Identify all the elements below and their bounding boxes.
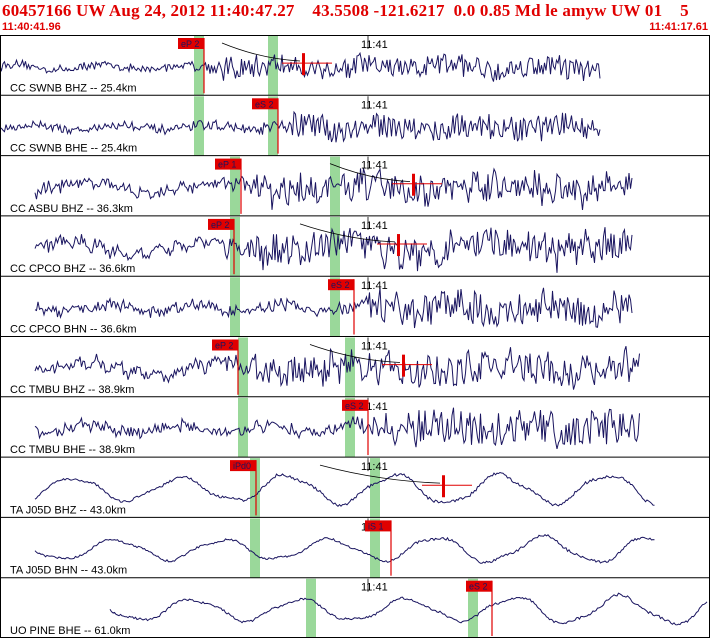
pick-label: eP 2 — [215, 341, 233, 351]
waveform — [109, 592, 708, 626]
analysis-window — [306, 578, 316, 638]
trace-row[interactable]: 11:41 eS 2 CC CPCO BHN -- 36.6km — [0, 275, 710, 337]
trace-row[interactable]: 11:41 eS 2 CC SWNB BHE -- 25.4km — [0, 94, 710, 156]
event-header: 60457166 UW Aug 24, 2012 11:40:47.27 43.… — [0, 0, 710, 38]
analysis-window — [370, 458, 380, 518]
station-label: CC CPCO BHZ -- 36.6km — [10, 263, 135, 275]
station-label: UO PINE BHE -- 61.0km — [10, 625, 130, 637]
waveform — [34, 534, 655, 564]
arrival-curve — [309, 344, 401, 363]
analysis-window — [268, 36, 278, 96]
window-start-time: 11:40:41.96 — [2, 21, 61, 33]
trace-row[interactable]: 11:41iS 1TA J05D BHN -- 43.0km — [0, 516, 710, 578]
analysis-window — [238, 337, 248, 397]
station-label: CC ASBU BHZ -- 36.3km — [10, 203, 133, 215]
minute-label: 11:41 — [361, 341, 388, 353]
pick-flag[interactable] — [178, 38, 204, 49]
window-end-time: 11:41:17.61 — [649, 21, 708, 33]
analysis-window — [230, 216, 240, 277]
analysis-window — [268, 96, 278, 156]
pick-flag[interactable] — [342, 399, 368, 411]
arrival-curve — [221, 42, 301, 62]
pick-label: eS 2 — [345, 401, 364, 411]
waveform — [34, 407, 640, 450]
trace-row[interactable]: 11:41 eP 2 CC CPCO BHZ -- 36.6km — [0, 215, 710, 277]
pick-label: eS 2 — [469, 582, 488, 592]
station-label: CC TMBU BHZ -- 38.9km — [10, 384, 134, 396]
pick-flag[interactable] — [252, 98, 278, 110]
trace-row[interactable]: 11:41 eP 1 CC ASBU BHZ -- 36.3km — [0, 155, 710, 216]
analysis-window — [468, 578, 478, 638]
arrival-curve — [329, 163, 411, 182]
waveform — [34, 346, 640, 390]
pick-label: iPd0 — [233, 461, 251, 471]
coda-marker[interactable] — [412, 173, 415, 196]
pick-flag[interactable] — [215, 158, 241, 170]
trace-row[interactable]: 11:41 eS 2 UO PINE BHE -- 61.0km — [0, 577, 710, 638]
station-label: CC SWNB BHZ -- 25.4km — [10, 82, 137, 94]
station-label: TA J05D BHZ -- 43.0km — [10, 504, 126, 516]
analysis-window — [370, 518, 380, 578]
waveform — [0, 51, 601, 82]
pick-flag[interactable] — [230, 460, 256, 472]
arrival-curve — [299, 223, 396, 243]
minute-label: 11:41 — [361, 461, 388, 473]
station-label: TA J05D BHN -- 43.0km — [10, 565, 127, 577]
coda-marker[interactable] — [397, 234, 400, 257]
waveform — [34, 167, 633, 210]
pick-flag[interactable] — [365, 520, 391, 532]
analysis-window — [330, 277, 340, 337]
trace-row[interactable]: 11:41 eP 2 CC SWNB BHZ -- 25.4km — [0, 35, 710, 96]
minute-label: 11:41 — [361, 582, 388, 594]
pick-flag[interactable] — [466, 580, 492, 592]
pick-flag[interactable] — [212, 339, 238, 351]
pick-flag[interactable] — [328, 279, 354, 291]
analysis-window — [250, 518, 260, 578]
analysis-window — [230, 277, 240, 337]
pick-label: iS 1 — [368, 521, 384, 531]
pick-flag[interactable] — [208, 218, 234, 230]
analysis-window — [238, 397, 248, 458]
event-title: 60457166 UW Aug 24, 2012 11:40:47.27 43.… — [2, 1, 689, 20]
analysis-window — [250, 458, 260, 518]
station-label: CC SWNB BHE -- 25.4km — [10, 143, 137, 155]
pick-label: eP 2 — [211, 220, 229, 230]
coda-marker[interactable] — [442, 475, 445, 498]
minute-label: 11:41 — [361, 280, 388, 292]
waveform — [34, 471, 655, 508]
pick-label: eP 2 — [181, 39, 199, 49]
analysis-window — [194, 36, 204, 96]
trace-row[interactable]: 11:41 iPd0 TA J05D BHZ -- 43.0km — [0, 456, 710, 518]
waveform — [34, 287, 633, 329]
coda-marker[interactable] — [402, 354, 405, 377]
seismogram-panel[interactable]: 11:41 eP 2 CC SWNB BHZ -- 25.4km 11:41 eS 2 C… — [0, 35, 710, 638]
pick-label: eS 2 — [255, 99, 274, 109]
minute-label: 11:41 — [361, 39, 388, 51]
coda-marker[interactable] — [302, 53, 305, 76]
minute-label: 11:41 — [361, 99, 388, 111]
pick-label: eS 2 — [331, 280, 350, 290]
station-label: CC CPCO BHN -- 36.6km — [10, 324, 137, 336]
minute-label: 11:41 — [361, 160, 388, 172]
analysis-window — [194, 96, 204, 156]
minute-label: 11:41 — [361, 220, 388, 232]
station-label: CC TMBU BHE -- 38.9km — [10, 444, 135, 456]
arrival-curve — [319, 464, 441, 484]
waveform — [0, 110, 601, 143]
trace-row[interactable]: 11:41 eP 2 CC TMBU BHZ -- 38.9km — [0, 336, 710, 397]
pick-label: eP 1 — [218, 160, 236, 170]
